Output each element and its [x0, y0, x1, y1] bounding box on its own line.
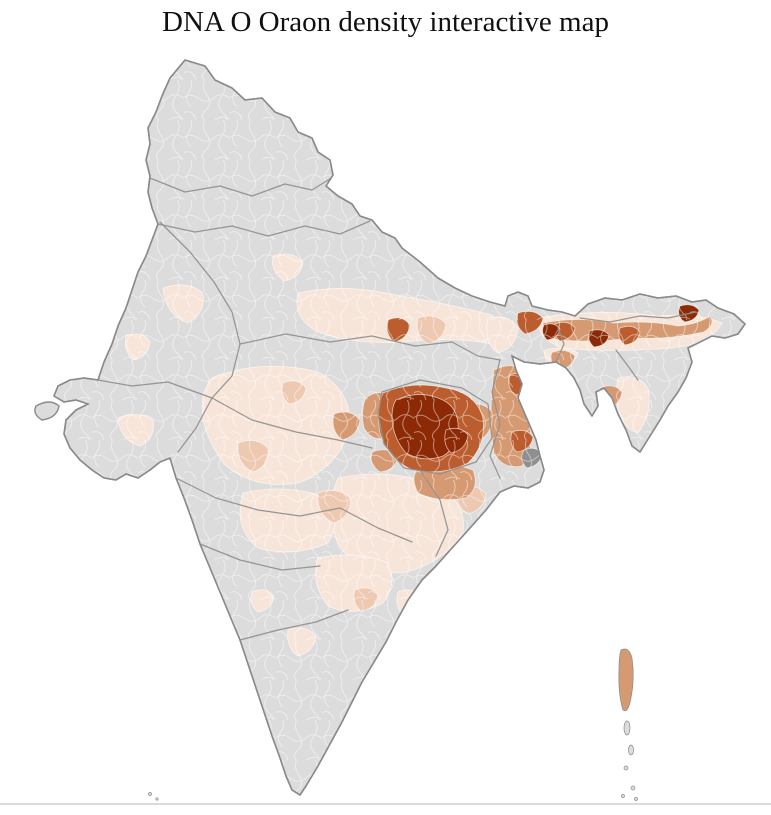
island-region[interactable] — [628, 744, 634, 756]
andaman-nicobar-islands[interactable] — [618, 648, 638, 801]
island-region[interactable] — [623, 720, 631, 736]
kutch-west-region[interactable] — [34, 401, 60, 421]
island-region[interactable] — [148, 792, 152, 796]
density-regions[interactable] — [36, 58, 748, 800]
island-region[interactable] — [634, 797, 638, 801]
district-borders-texture — [54, 60, 745, 795]
page-title: DNA O Oraon density interactive map — [162, 6, 609, 38]
lakshadweep-islands[interactable] — [148, 792, 159, 801]
island-region[interactable] — [621, 794, 625, 798]
state-borders — [97, 176, 697, 641]
island-region[interactable] — [630, 785, 636, 791]
island-region[interactable] — [623, 765, 629, 771]
india-outline — [53, 59, 746, 796]
island-region[interactable] — [618, 648, 634, 712]
district-region[interactable] — [518, 365, 537, 381]
island-region[interactable] — [155, 797, 159, 801]
